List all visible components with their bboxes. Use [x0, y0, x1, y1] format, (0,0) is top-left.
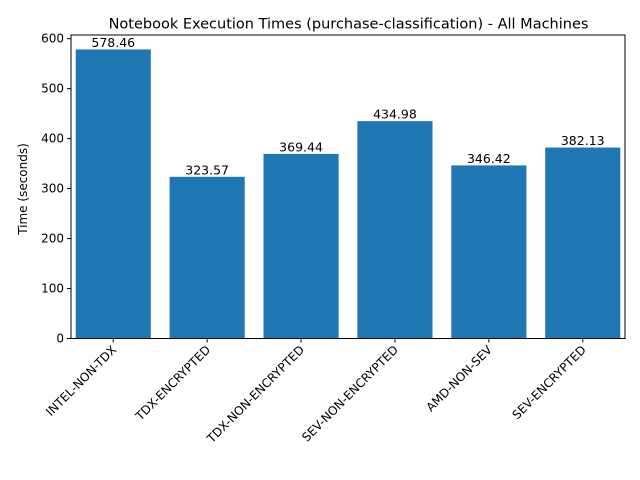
x-tick-label: SEV-ENCRYPTED: [509, 343, 588, 422]
bars-group: [75, 49, 621, 339]
y-tick-label: 600: [41, 32, 64, 46]
y-tick-label: 100: [41, 282, 64, 296]
plot-frame: [70, 34, 626, 339]
data-label: 578.46: [91, 35, 135, 50]
y-axis: 0 100 200 300 400 500 600: [41, 32, 71, 346]
bar: [263, 153, 339, 339]
bar: [169, 176, 245, 339]
y-axis-label: Time (seconds): [16, 143, 30, 236]
data-label: 346.42: [467, 151, 511, 166]
x-tick-label: AMD-NON-SEV: [423, 342, 495, 414]
y-tick-label: 0: [56, 332, 64, 346]
y-tick-label: 300: [41, 182, 64, 196]
y-tick-label: 500: [41, 82, 64, 96]
x-tick-label: INTEL-NON-TDX: [43, 343, 119, 419]
x-tick-label: TDX-NON-ENCRYPTED: [204, 343, 308, 447]
bar: [75, 49, 151, 339]
y-tick-label: 400: [41, 132, 64, 146]
data-labels-group: 578.46 323.57 369.44 434.98 346.42 382.13: [91, 35, 604, 177]
data-label: 434.98: [373, 107, 417, 122]
data-label: 382.13: [561, 133, 605, 148]
bar: [545, 147, 621, 339]
x-tick-label: SEV-NON-ENCRYPTED: [299, 343, 401, 445]
chart-title: Notebook Execution Times (purchase-class…: [109, 17, 589, 33]
data-label: 369.44: [279, 139, 323, 154]
y-tick-label: 200: [41, 232, 64, 246]
bar: [451, 165, 527, 339]
x-axis: INTEL-NON-TDX TDX-ENCRYPTEDTDX-NON-ENCRYP…: [43, 338, 589, 447]
x-tick-label: TDX-ENCRYPTED: [132, 343, 213, 424]
bar: [357, 121, 433, 339]
data-label: 323.57: [185, 162, 229, 177]
